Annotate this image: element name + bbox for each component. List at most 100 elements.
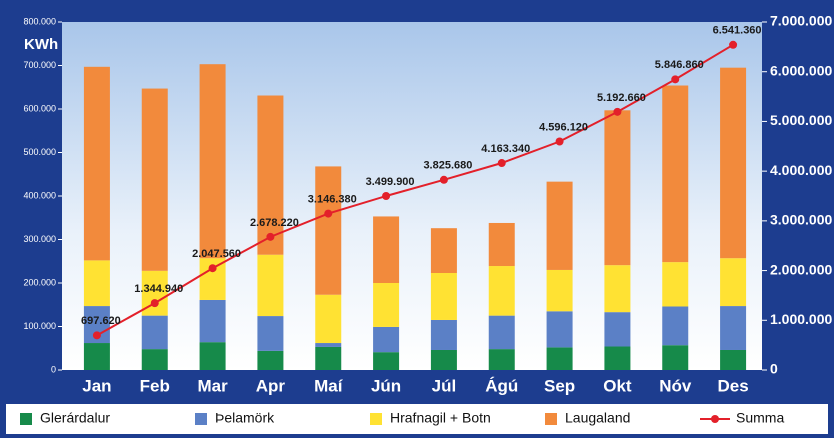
data-label: 5.192.660 — [597, 92, 646, 104]
y2-tick-label: 7.000.000 — [770, 13, 832, 29]
legend-swatch — [195, 413, 207, 425]
bar-segment — [546, 311, 573, 348]
bar-segment — [83, 343, 110, 370]
line-point — [92, 331, 101, 340]
x-tick-label: Mar — [197, 376, 228, 395]
y2-tick-label: 1.000.000 — [770, 311, 832, 327]
bar-segment — [315, 343, 342, 347]
bar-segment — [257, 316, 284, 351]
y-tick-label: 400.000 — [23, 190, 56, 200]
data-label: 5.846.860 — [655, 59, 704, 71]
bar-segment — [720, 306, 747, 350]
line-point — [729, 40, 738, 49]
x-tick-label: Okt — [603, 376, 632, 395]
line-point — [324, 209, 333, 218]
x-tick-label: Ágú — [485, 376, 518, 395]
bar-segment — [373, 283, 400, 327]
line-point — [150, 299, 159, 308]
y-tick-label: 0 — [51, 364, 56, 374]
bar-segment — [720, 258, 747, 307]
bar-segment — [373, 326, 400, 353]
legend-swatch — [20, 413, 32, 425]
bar-segment — [546, 181, 573, 270]
bar-segment — [430, 349, 457, 370]
bar-segment — [257, 95, 284, 255]
y2-tick-label: 6.000.000 — [770, 62, 832, 78]
plot-area — [62, 22, 762, 370]
line-point — [613, 107, 622, 116]
bar-segment — [373, 216, 400, 283]
line-point — [439, 175, 448, 184]
x-tick-label: Nóv — [659, 376, 692, 395]
y-tick-label: 700.000 — [23, 60, 56, 70]
bar-segment — [83, 66, 110, 261]
data-label: 4.596.120 — [539, 121, 588, 133]
line-point — [266, 232, 275, 241]
x-tick-label: Jún — [371, 376, 401, 395]
bar-segment — [199, 299, 226, 343]
bar-segment — [141, 349, 168, 370]
bar-segment — [662, 306, 689, 346]
bar-segment — [83, 260, 110, 307]
bar-segment — [315, 294, 342, 344]
data-label: 2.678.220 — [250, 217, 299, 229]
bar-segment — [257, 350, 284, 370]
legend-label: Hrafnagil + Botn — [390, 410, 491, 426]
line-point — [497, 159, 506, 168]
x-tick-label: Sep — [544, 376, 575, 395]
line-point — [671, 75, 680, 84]
bar-segment — [430, 228, 457, 273]
line-point — [382, 192, 391, 201]
bar-segment — [604, 110, 631, 266]
bar-segment — [604, 265, 631, 313]
legend-label: Summa — [736, 410, 784, 426]
bar-segment — [488, 349, 515, 370]
bar-segment — [373, 352, 400, 370]
y-tick-label: 500.000 — [23, 147, 56, 157]
y-axis-label: KWh — [24, 36, 58, 53]
bar-segment — [488, 266, 515, 316]
y2-tick-label: 2.000.000 — [770, 261, 832, 277]
data-label: 2.047.560 — [192, 248, 241, 260]
bar-segment — [430, 272, 457, 320]
bar-segment — [604, 346, 631, 370]
legend-label: Laugaland — [565, 410, 630, 426]
x-tick-label: Júl — [432, 376, 457, 395]
x-tick-label: Maí — [314, 376, 344, 395]
x-tick-label: Jan — [82, 376, 111, 395]
data-label: 3.146.380 — [308, 193, 357, 205]
y2-tick-label: 3.000.000 — [770, 212, 832, 228]
bar-segment — [141, 315, 168, 350]
bar-segment — [546, 347, 573, 370]
y2-tick-label: 4.000.000 — [770, 162, 832, 178]
bar-segment — [662, 262, 689, 307]
bar-segment — [662, 85, 689, 263]
bar-segment — [315, 346, 342, 370]
legend-label: Glerárdalur — [40, 410, 110, 426]
bar-segment — [199, 342, 226, 370]
bar-segment — [720, 349, 747, 370]
data-label: 6.541.360 — [713, 25, 762, 37]
x-tick-label: Apr — [256, 376, 286, 395]
y-tick-label: 600.000 — [23, 103, 56, 113]
bar-segment — [720, 67, 747, 259]
line — [96, 43, 734, 337]
legend-marker — [711, 415, 719, 423]
line-point — [208, 264, 217, 273]
bar-segment — [257, 254, 284, 317]
legend-label: Þelamörk — [215, 410, 275, 426]
line-point — [555, 137, 564, 146]
data-label: 4.163.340 — [481, 143, 530, 155]
data-label: 3.825.680 — [423, 160, 472, 172]
y2-tick-label: 0 — [770, 361, 778, 377]
y2-tick-label: 5.000.000 — [770, 112, 832, 128]
bar-segment — [546, 269, 573, 312]
legend-swatch — [370, 413, 382, 425]
x-tick-label: Des — [717, 376, 748, 395]
x-tick-label: Feb — [140, 376, 170, 395]
bar-segment — [604, 312, 631, 347]
bar-segment — [199, 64, 226, 259]
legend-box — [6, 404, 828, 434]
legend-swatch — [545, 413, 557, 425]
